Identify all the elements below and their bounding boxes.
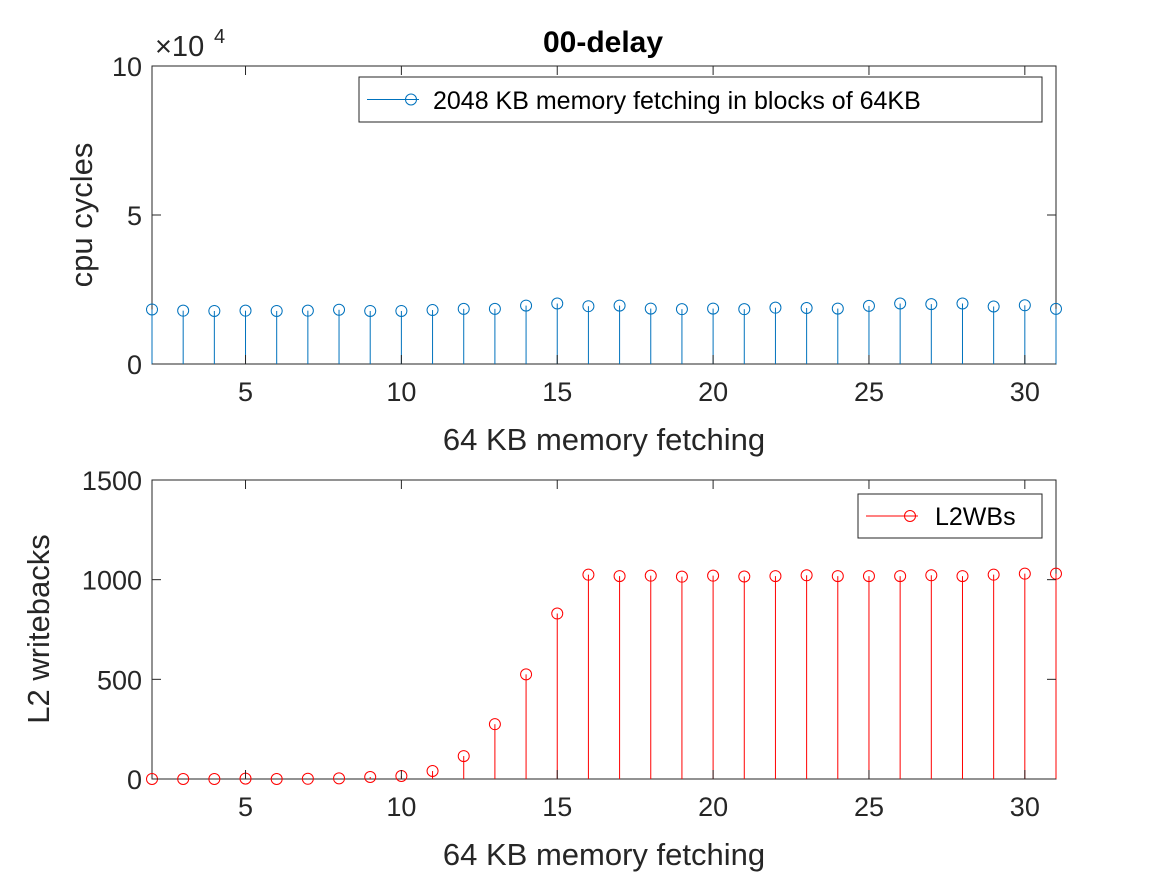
cpu-cycles-stem-marker [239,304,252,317]
l2-writebacks-stem-marker [862,570,875,583]
l2-writebacks-x-ticks: 5 10 15 20 25 30 [238,480,1040,822]
l2-writebacks-x-tick-label: 20 [698,792,728,822]
cpu-cycles-stem-marker [1050,302,1062,315]
l2-writebacks-x-tick-label: 25 [854,792,884,822]
cpu-cycles-panel: 5 10 15 20 25 30 0 5 10 ×10 4 64 KB memory fetc… [64,26,1062,457]
l2-writebacks-x-tick-label: 30 [1010,792,1040,822]
cpu-cycles-x-tick-label: 30 [1010,377,1040,407]
cpu-cycles-stem-marker [925,298,938,311]
y-exponent-power: 4 [214,26,225,48]
l2-writebacks-y-tick-label: 500 [97,665,142,695]
l2-writebacks-panel: 5 10 15 20 25 30 0 500 1000 1500 64 KB memory fe… [21,466,1062,872]
cpu-cycles-x-tick-label: 20 [698,377,728,407]
l2-writebacks-stem-marker [707,569,720,582]
cpu-cycles-stem-marker [395,304,408,317]
chart-title: 00-delay [543,26,663,59]
l2-writebacks-stem-marker [956,570,969,583]
l2-writebacks-stem-marker [270,773,283,785]
cpu-cycles-legend-box [358,76,1043,123]
l2-writebacks-stem-marker [301,772,314,785]
cpu-cycles-stem-marker [644,302,657,315]
l2-writebacks-stem-marker [644,569,657,582]
cpu-cycles-stem-marker [457,302,470,315]
cpu-cycles-stem-marker [831,302,844,315]
l2-writebacks-stem-marker [582,568,595,581]
cpu-cycles-stem-marker [270,304,283,317]
l2-writebacks-stem-marker [488,718,501,731]
l2-writebacks-stem-marker [925,569,938,582]
cpu-cycles-stem-marker [208,304,221,317]
cpu-cycles-x-ticks: 5 10 15 20 25 30 [238,66,1040,407]
cpu-cycles-stem-marker [301,304,314,317]
l2-writebacks-x-tick-label: 15 [542,792,572,822]
cpu-cycles-stem-marker [894,297,907,310]
y-exponent-base: ×10 [155,31,204,63]
l2-writebacks-stem-marker [800,569,813,582]
l2-writebacks-y-tick-label: 1000 [82,566,142,596]
l2-writebacks-stem-marker [894,570,907,583]
cpu-cycles-stem-marker [426,304,439,317]
cpu-cycles-stem-marker [613,299,626,312]
l2-writebacks-stems [146,567,1062,785]
cpu-cycles-stem-marker [956,297,969,310]
l2-writebacks-stem-marker [457,750,470,763]
cpu-cycles-stem-marker [1018,299,1031,312]
l2-writebacks-x-axis-label: 64 KB memory fetching [443,837,765,872]
cpu-cycles-x-tick-label: 5 [238,377,253,407]
l2-writebacks-x-tick-label: 10 [386,792,416,822]
l2-writebacks-stem-marker [551,607,564,620]
l2-writebacks-stem-marker [208,773,221,785]
cpu-cycles-stem-marker [364,304,377,317]
cpu-cycles-stem-marker [738,303,751,316]
l2-writebacks-y-tick-label: 1500 [82,466,142,496]
cpu-cycles-stem-marker [520,299,533,312]
l2-writebacks-stem-marker [177,773,190,785]
cpu-cycles-y-tick-label: 10 [112,52,142,82]
l2-writebacks-stem-marker [613,570,626,583]
cpu-cycles-stem-marker [333,303,346,316]
l2-writebacks-y-axis-label: L2 writebacks [21,534,56,724]
cpu-cycles-stem-marker [582,300,595,313]
l2-writebacks-stem-marker [520,668,533,681]
cpu-cycles-x-tick-label: 15 [542,377,572,407]
cpu-cycles-stem-marker [177,304,190,317]
l2-writebacks-stem-marker [987,568,1000,581]
l2-writebacks-stem-marker [738,570,751,583]
l2-writebacks-legend-marker [904,510,916,522]
cpu-cycles-legend: 2048 KB memory fetching in blocks of 64K… [358,76,1043,123]
l2-writebacks-stem-marker [831,570,844,583]
l2-writebacks-y-ticks: 0 500 1000 1500 [82,466,1056,795]
cpu-cycles-x-tick-label: 10 [386,377,416,407]
cpu-cycles-stem-marker [488,302,501,315]
cpu-cycles-legend-marker [405,93,417,106]
cpu-cycles-x-axis-label: 64 KB memory fetching [443,422,765,457]
l2-writebacks-stem-marker [1018,567,1031,580]
cpu-cycles-y-tick-label: 0 [127,350,142,380]
l2-writebacks-stem-marker [364,771,377,784]
l2-writebacks-legend-label: L2WBs [935,503,1016,531]
cpu-cycles-y-ticks: 0 5 10 [112,52,1056,380]
l2-writebacks-stem-marker [675,570,688,583]
cpu-cycles-stem-marker [987,300,1000,313]
cpu-cycles-stem-marker [551,297,564,310]
cpu-cycles-stem-marker [675,303,688,316]
cpu-cycles-stem-marker [146,303,158,316]
cpu-cycles-y-axis-label: cpu cycles [64,143,99,288]
cpu-cycles-stem-marker [707,302,720,315]
l2-writebacks-x-tick-label: 5 [238,792,253,822]
cpu-cycles-legend-label: 2048 KB memory fetching in blocks of 64K… [433,87,921,115]
l2-writebacks-legend: L2WBs [857,493,1043,539]
l2-writebacks-stem-marker [769,570,782,583]
l2-writebacks-y-tick-label: 0 [127,765,142,795]
cpu-cycles-stems [146,297,1062,364]
l2-writebacks-stem-marker [426,765,439,778]
cpu-cycles-stem-marker [862,299,875,312]
cpu-cycles-stem-marker [800,301,813,314]
l2-writebacks-stem-marker [333,772,346,785]
cpu-cycles-y-tick-label: 5 [127,201,142,231]
cpu-cycles-x-tick-label: 25 [854,377,884,407]
cpu-cycles-stem-marker [769,301,782,314]
